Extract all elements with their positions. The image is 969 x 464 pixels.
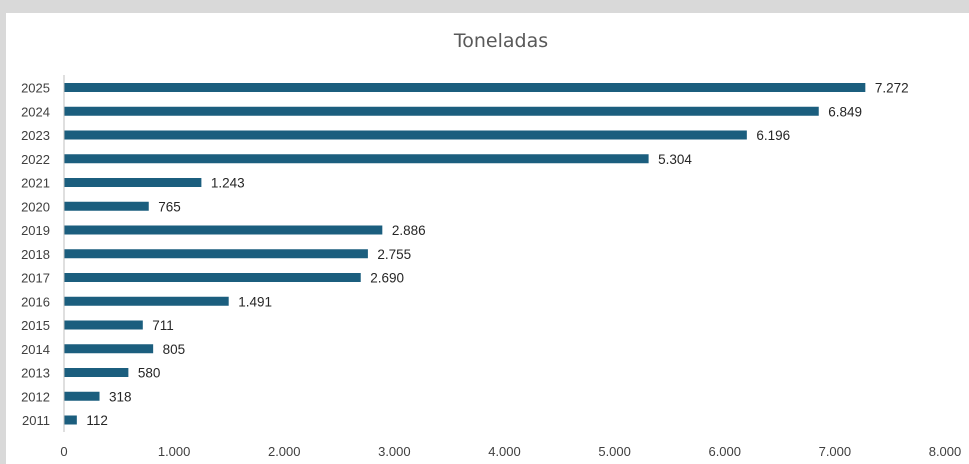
y-tick-label-2025: 2025 <box>21 81 50 96</box>
bar-2015 <box>64 320 143 330</box>
y-tick-label-2015: 2015 <box>21 318 50 333</box>
bar-2025 <box>64 83 866 92</box>
data-label-2013: 580 <box>138 366 161 381</box>
x-tick-label-2000: 2.000 <box>268 444 301 459</box>
data-label-2024: 6.849 <box>828 104 862 119</box>
y-tick-label-2014: 2014 <box>21 342 50 357</box>
x-tick-label-7000: 7.000 <box>819 444 852 459</box>
bar-2012 <box>64 391 100 401</box>
x-tick-label-6000: 6.000 <box>708 444 741 459</box>
data-label-2023: 6.196 <box>756 128 790 143</box>
data-label-2019: 2.886 <box>392 223 426 238</box>
y-tick-label-2017: 2017 <box>21 271 50 286</box>
y-tick-label-2016: 2016 <box>21 294 50 309</box>
bar-2011 <box>64 415 77 425</box>
bar-2018 <box>64 249 368 259</box>
y-tick-label-2020: 2020 <box>21 199 50 214</box>
y-tick-label-2012: 2012 <box>21 389 50 404</box>
bar-2014 <box>64 344 154 354</box>
data-label-2018: 2.755 <box>377 247 411 262</box>
x-tick-label-5000: 5.000 <box>598 444 631 459</box>
data-label-2021: 1.243 <box>211 176 245 191</box>
bar-2020 <box>64 201 149 211</box>
data-label-2017: 2.690 <box>370 271 404 286</box>
bar-2013 <box>64 368 129 377</box>
bar-2019 <box>64 225 383 235</box>
x-tick-label-1000: 1.000 <box>158 444 191 459</box>
data-label-2014: 805 <box>163 342 186 357</box>
bar-2021 <box>64 178 202 187</box>
bar-2016 <box>64 296 229 306</box>
y-tick-label-2023: 2023 <box>21 128 50 143</box>
bars-group <box>64 83 866 425</box>
data-label-2011: 112 <box>86 413 108 428</box>
x-tick-label-0: 0 <box>60 444 67 459</box>
y-tick-label-2013: 2013 <box>21 366 50 381</box>
y-tick-label-2018: 2018 <box>21 247 50 262</box>
x-tick-label-4000: 4.000 <box>488 444 521 459</box>
bar-2024 <box>64 106 819 116</box>
x-axis-tick-labels: 0 1.000 2.000 3.000 4.000 5.000 6.000 7.000 8.00… <box>60 444 961 459</box>
x-tick-label-3000: 3.000 <box>378 444 411 459</box>
chart-title: Toneladas <box>453 30 549 52</box>
data-label-2016: 1.491 <box>238 294 272 309</box>
data-label-2012: 318 <box>109 389 132 404</box>
data-label-2015: 711 <box>152 318 174 333</box>
y-tick-label-2021: 2021 <box>21 176 50 191</box>
y-axis-tick-labels: 2025 2024 2023 2022 2021 2020 2019 2018 2017 2016… <box>21 81 50 429</box>
data-labels-group: 7.272 6.849 6.196 5.304 1.243 765 2.886 2.755 2.… <box>86 81 908 429</box>
data-label-2025: 7.272 <box>875 81 909 96</box>
bar-2023 <box>64 130 747 140</box>
data-label-2020: 765 <box>158 199 181 214</box>
y-tick-label-2024: 2024 <box>21 104 50 119</box>
y-tick-label-2019: 2019 <box>21 223 50 238</box>
data-label-2022: 5.304 <box>658 152 692 167</box>
bar-2017 <box>64 273 361 282</box>
y-tick-label-2011: 2011 <box>22 413 50 428</box>
bar-2022 <box>64 154 649 164</box>
y-tick-label-2022: 2022 <box>21 152 50 167</box>
x-tick-label-8000: 8.000 <box>929 444 962 459</box>
